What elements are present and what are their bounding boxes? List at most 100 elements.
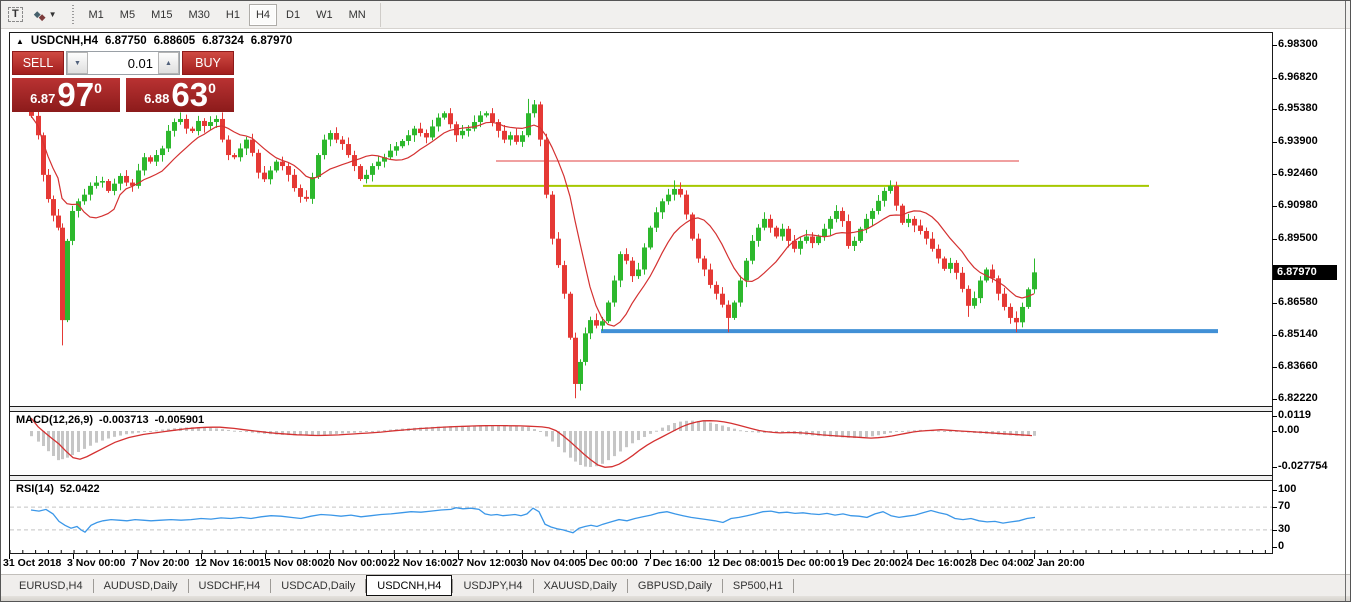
buy-button[interactable]: BUY — [182, 51, 234, 75]
timeframe-button-h4[interactable]: H4 — [248, 3, 277, 26]
one-click-trading-panel: SELL ▼ 0.01 ▲ BUY 6.87 97 0 6.88 63 0 — [12, 51, 234, 112]
macd-axis-label: -0.027754 — [1278, 459, 1328, 472]
tab-usdjpy-h4[interactable]: USDJPY,H4 — [463, 579, 523, 592]
tab-audusd-daily[interactable]: AUDUSD,Daily — [103, 579, 178, 592]
timeframe-button-m30[interactable]: M30 — [188, 8, 210, 21]
window-edge — [1345, 1, 1346, 601]
time-axis-label: 7 Dec 16:00 — [644, 557, 702, 569]
tab-usdchf-h4[interactable]: USDCHF,H4 — [198, 579, 261, 592]
timeframe-button-mn[interactable]: MN — [348, 8, 366, 21]
rsi-name: RSI(14) — [16, 483, 54, 495]
time-axis-label: 12 Nov 16:00 — [195, 557, 260, 569]
macd-tick — [1272, 466, 1277, 468]
price-axis-label: 6.89500 — [1278, 231, 1318, 244]
rsi-value: 52.0422 — [59, 483, 100, 495]
time-tick — [650, 554, 651, 559]
tab-sp500-h1[interactable]: SP500,H1 — [732, 579, 784, 592]
time-tick — [265, 554, 266, 559]
price-axis-label: 6.95380 — [1278, 102, 1318, 115]
pane-separator[interactable] — [10, 406, 1272, 412]
price-tick — [1272, 398, 1277, 400]
time-axis-label: 5 Dec 00:00 — [580, 557, 638, 569]
tab-separator — [452, 578, 454, 593]
timeframe-button-m1[interactable]: M1 — [88, 8, 104, 21]
time-axis-label: 15 Dec 00:00 — [772, 557, 836, 569]
timeframe-button-h1[interactable]: H1 — [225, 8, 240, 21]
rsi-label: RSI(14) 52.0422 — [16, 483, 100, 495]
tab-separator — [92, 578, 94, 593]
time-axis-label: 7 Nov 20:00 — [131, 557, 190, 569]
price-tick — [1272, 109, 1277, 111]
chart-window[interactable]: ▲ USDCNH,H4 6.87750 6.88605 6.87324 6.87… — [9, 32, 1273, 554]
timeframe-button-d1[interactable]: D1 — [286, 8, 301, 21]
rsi-axis-label: 100 — [1278, 483, 1297, 495]
time-tick — [73, 554, 74, 559]
collapse-arrow-icon[interactable]: ▲ — [16, 36, 24, 46]
tab-xauusd-daily[interactable]: XAUUSD,Daily — [543, 579, 617, 592]
time-axis-label: 20 Nov 00:00 — [323, 557, 388, 569]
time-axis-label: 19 Dec 20:00 — [837, 557, 901, 569]
current-price-badge: 6.87970 — [1273, 265, 1337, 280]
tab-separator — [187, 578, 189, 593]
price-axis-label: 6.93900 — [1278, 134, 1318, 147]
tab-separator — [721, 578, 723, 593]
price-axis-label: 6.90980 — [1278, 199, 1318, 212]
price-chart-area[interactable] — [10, 33, 1272, 406]
status-strip — [1, 596, 1350, 601]
timeframe-toolbar: M1 M5 M15 M30 H1 H4 D1 W1 MN — [81, 3, 374, 26]
price-tick — [1272, 77, 1277, 79]
sell-price-display[interactable]: 6.87 97 0 — [12, 78, 120, 112]
buy-price-base: 6.88 — [144, 91, 170, 106]
macd-indicator-area[interactable] — [10, 412, 1272, 475]
macd-tick — [1272, 415, 1277, 417]
tab-eurusd-h4[interactable]: EURUSD,H4 — [19, 579, 83, 592]
time-tick — [714, 554, 715, 559]
rsi-indicator-area[interactable] — [10, 481, 1272, 553]
toolbar-separator — [379, 2, 381, 27]
volume-decrease-button[interactable]: ▼ — [67, 52, 88, 74]
buy-price-display[interactable]: 6.88 63 0 — [126, 78, 234, 112]
price-tick — [1272, 367, 1277, 369]
time-axis-label: 27 Nov 12:00 — [452, 557, 517, 569]
text-tool-icon: T — [8, 7, 23, 22]
volume-input[interactable]: 0.01 — [127, 55, 153, 71]
time-axis-label: 30 Nov 04:00 — [516, 557, 581, 569]
timeframe-button-w1[interactable]: W1 — [316, 8, 333, 21]
close-value: 6.87970 — [250, 35, 293, 47]
symbol-period-label: USDCNH,H4 — [30, 35, 99, 47]
time-axis-label: 2 Jan 20:00 — [1028, 557, 1085, 569]
macd-axis-label: 0.0119 — [1278, 408, 1312, 421]
time-tick — [394, 554, 395, 559]
time-tick — [137, 554, 138, 559]
arrange-windows-button[interactable]: ◆ ◆ ▼ — [30, 3, 61, 27]
tab-usdcad-daily[interactable]: USDCAD,Daily — [281, 579, 356, 592]
price-tick — [1272, 206, 1277, 208]
rsi-tick — [1272, 507, 1277, 509]
text-tool-button[interactable]: T — [4, 3, 27, 27]
timeframe-button-m15[interactable]: M15 — [151, 8, 173, 21]
pane-separator[interactable] — [10, 475, 1272, 481]
rsi-axis-label: 70 — [1278, 500, 1291, 513]
tab-gbpusd-daily[interactable]: GBPUSD,Daily — [637, 579, 712, 592]
time-axis-label: 22 Nov 16:00 — [388, 557, 453, 569]
sell-price-pips: 97 — [57, 76, 95, 113]
tab-separator — [270, 578, 272, 593]
time-tick — [9, 554, 10, 559]
time-axis-label: 31 Oct 2018 — [3, 557, 62, 569]
sell-price-base: 6.87 — [30, 91, 56, 106]
timeframe-button-m5[interactable]: M5 — [119, 8, 136, 21]
tab-separator — [793, 578, 795, 593]
tab-usdcnh-h4[interactable]: USDCNH,H4 — [366, 575, 453, 596]
price-axis-label: 6.85140 — [1278, 327, 1318, 340]
time-tick — [586, 554, 587, 559]
ohlc-header: ▲ USDCNH,H4 6.87750 6.88605 6.87324 6.87… — [16, 35, 292, 47]
macd-axis-label: 0.00 — [1278, 424, 1300, 436]
sell-button[interactable]: SELL — [12, 51, 64, 75]
price-axis-label: 6.82220 — [1278, 391, 1318, 404]
volume-increase-button[interactable]: ▲ — [158, 52, 179, 74]
price-tick — [1272, 45, 1277, 46]
arrange-icon-2: ◆ — [38, 12, 46, 22]
price-axis-label: 6.92460 — [1278, 166, 1318, 179]
price-tick — [1272, 302, 1277, 304]
